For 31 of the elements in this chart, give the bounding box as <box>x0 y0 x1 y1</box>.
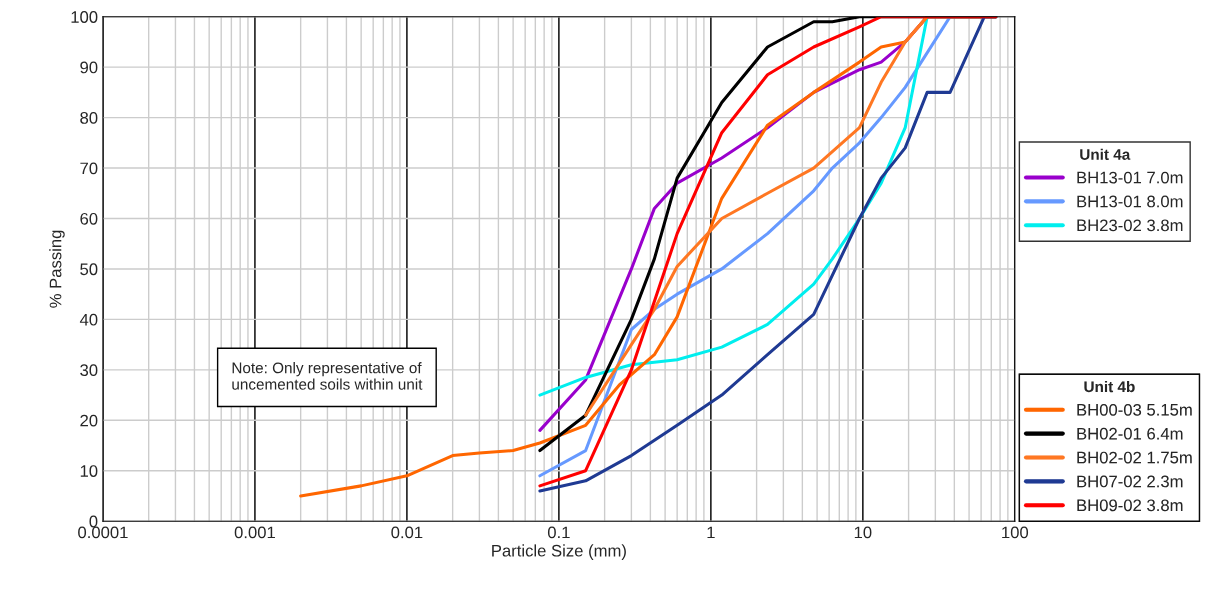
annotation: Note: Only representative of uncemented soils within unit <box>232 362 423 390</box>
y-tick-label: 60 <box>80 212 98 225</box>
x-tick-label: 10 <box>854 526 872 539</box>
y-tick-label: 50 <box>80 263 98 276</box>
legend-label: BH13-01 8.0m <box>1077 195 1183 208</box>
x-tick-label: 0.001 <box>234 526 275 539</box>
x-axis-title: Particle Size (mm) <box>492 544 626 560</box>
y-tick-label: 30 <box>80 364 98 377</box>
legend-label: BH13-01 7.0m <box>1077 171 1183 184</box>
y-tick-label: 80 <box>80 112 98 124</box>
x-tick-label: 0.0001 <box>78 526 128 539</box>
y-tick-label: 0 <box>89 515 98 528</box>
legend-label: BH07-02 2.3m <box>1077 475 1183 488</box>
legend-label: BH00-03 5.15m <box>1077 403 1192 416</box>
y-tick-label: 20 <box>80 414 98 427</box>
x-tick-label: 100 <box>1002 526 1029 539</box>
legend-label: BH23-02 3.8m <box>1077 219 1183 232</box>
text: Unit 4a <box>1080 148 1131 160</box>
y-axis-title: % Passing <box>49 230 65 308</box>
legend-label: BH02-01 6.4m <box>1077 427 1183 440</box>
y-tick-label: 10 <box>80 465 98 477</box>
legend-label: BH09-02 3.8m <box>1077 499 1183 512</box>
x-tick-label: 0.01 <box>391 526 423 539</box>
x-tick-label: 0.1 <box>547 526 570 539</box>
legend-label: BH02-02 1.75m <box>1077 451 1192 464</box>
text: Unit 4b <box>1084 380 1135 393</box>
y-tick-label: 90 <box>80 61 98 74</box>
y-tick-label: 100 <box>71 11 98 23</box>
y-tick-label: 40 <box>79 313 98 326</box>
y-tick-label: 70 <box>80 162 98 175</box>
x-tick-label: 1 <box>707 526 715 539</box>
